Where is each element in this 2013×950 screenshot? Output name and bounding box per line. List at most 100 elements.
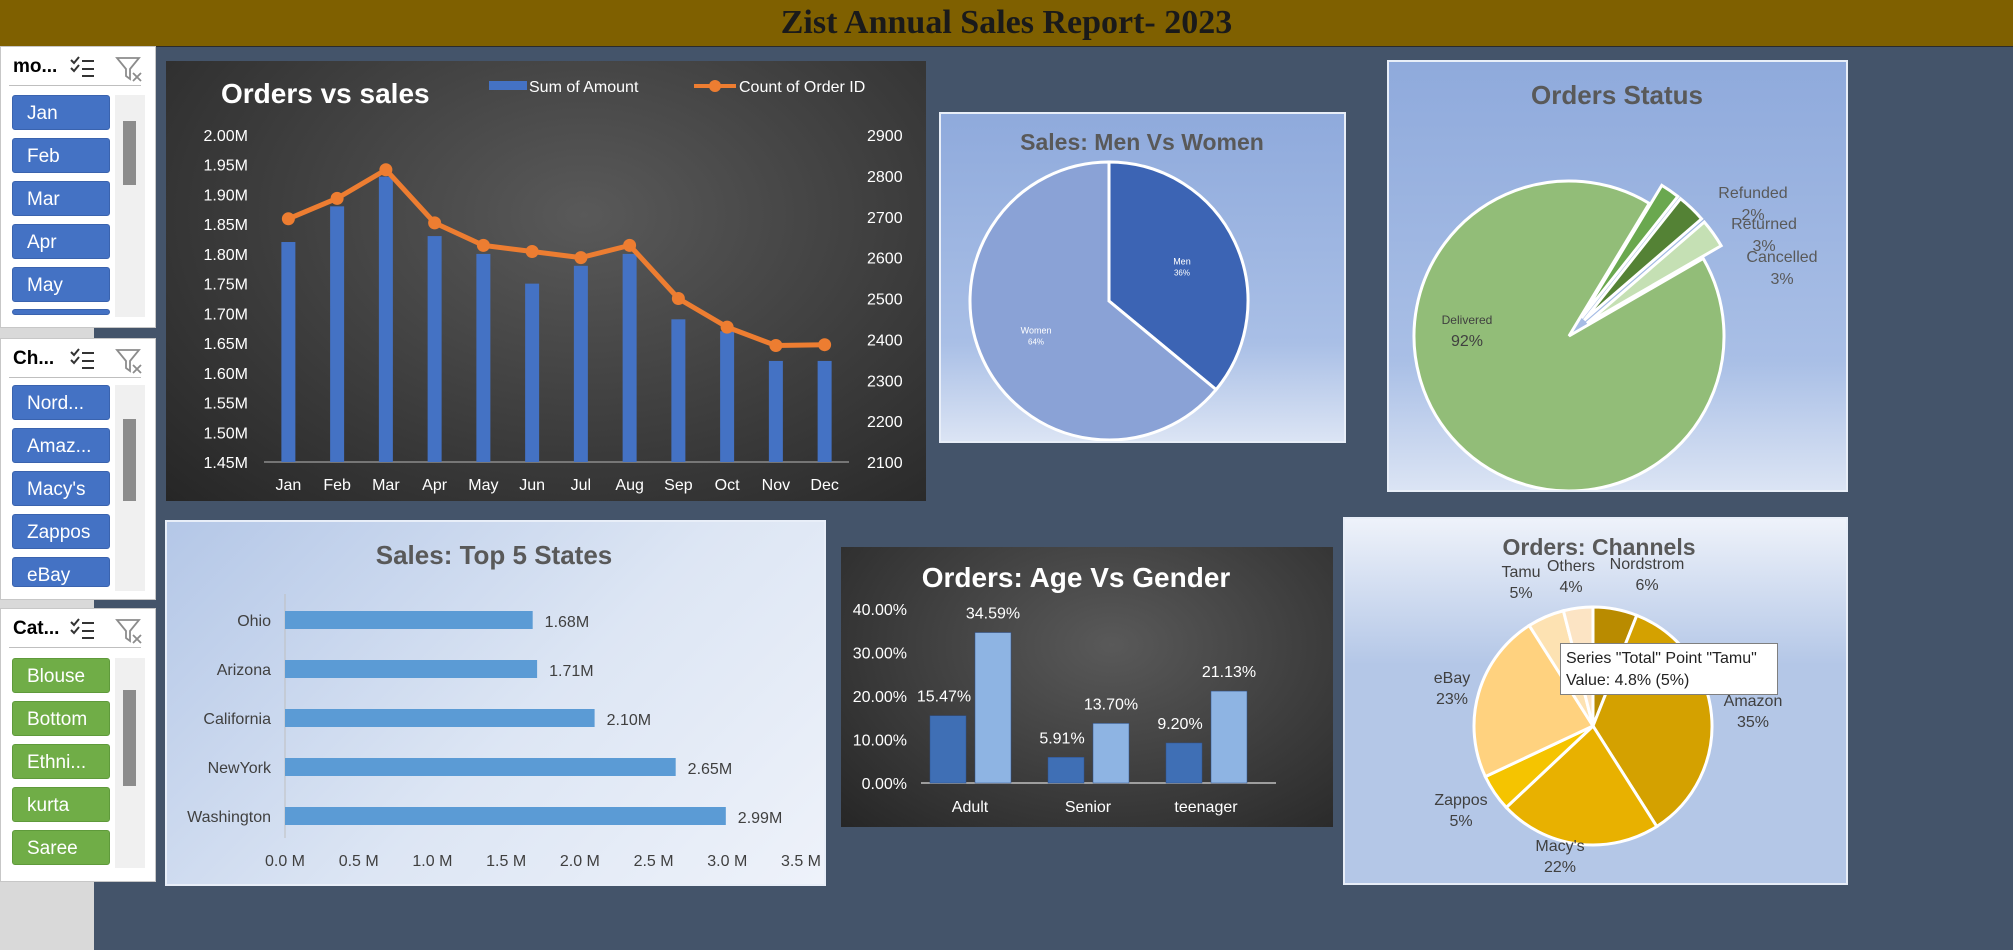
slicer-scrollbar[interactable] <box>115 385 145 591</box>
pie-slice <box>1107 160 1250 392</box>
slicer-item[interactable]: Mar <box>12 181 110 216</box>
point-count-of-order-id <box>623 238 637 252</box>
x-tick: May <box>468 477 498 494</box>
slicer-item-partial[interactable] <box>12 309 110 315</box>
bar <box>285 611 533 629</box>
point-count-of-order-id <box>818 338 832 352</box>
bar <box>285 807 726 825</box>
y-right-tick: 2100 <box>867 455 903 472</box>
bar-value-label: 13.70% <box>1084 696 1138 713</box>
x-tick: Adult <box>952 799 989 816</box>
multi-select-icon[interactable] <box>69 617 95 646</box>
x-tick: Jul <box>571 477 591 494</box>
bar-sum-of-amount <box>622 253 637 462</box>
bar <box>1165 742 1203 784</box>
slice-label: Delivered <box>1442 313 1493 327</box>
line-count-of-order-id <box>287 167 825 349</box>
x-tick: Sep <box>664 477 693 494</box>
x-tick: Dec <box>810 477 838 494</box>
slice-value: 3% <box>1770 271 1793 288</box>
top5-states-chart[interactable]: Sales: Top 5 States Ohio 1.68M Arizona 1.71M… <box>165 520 826 886</box>
orders-channels-chart[interactable]: Orders: Channels Nordstrom 6% Amazon 35% Macy… <box>1343 517 1848 885</box>
slice-label: Macy's <box>1535 838 1584 855</box>
y-left-tick: 1.50M <box>204 425 248 442</box>
pie-slice <box>1472 623 1596 779</box>
y-left-tick: 1.80M <box>204 247 248 264</box>
age-vs-gender-chart[interactable]: Orders: Age Vs Gender 0.00% 10.00% 20.00% 30… <box>841 547 1333 827</box>
slicer-title: Ch... <box>13 348 55 369</box>
bar-value-label: 5.91% <box>1039 730 1084 747</box>
bar-value-label: 2.99M <box>738 810 782 827</box>
slicer-item[interactable]: Apr <box>12 224 110 259</box>
x-tick: 3.0 M <box>707 853 747 870</box>
bar <box>285 709 595 727</box>
multi-select-icon[interactable] <box>69 55 95 84</box>
scrollbar-thumb[interactable] <box>123 419 136 501</box>
slicer-divider <box>9 647 141 648</box>
y-right-tick: 2900 <box>867 128 903 145</box>
slice-value: 6% <box>1635 577 1658 594</box>
y-left-tick: 1.95M <box>204 158 248 175</box>
slicer-title: mo... <box>13 56 58 77</box>
chart-title: Orders: Channels <box>1503 534 1696 560</box>
slicer-header: Cat... <box>11 615 149 644</box>
slicer-scrollbar[interactable] <box>115 658 145 868</box>
pie-slice <box>1583 196 1704 322</box>
multi-select-icon[interactable] <box>69 347 95 376</box>
bar <box>1092 723 1130 784</box>
chart-title: Orders: Age Vs Gender <box>922 562 1231 593</box>
y-tick: California <box>203 711 271 728</box>
slicer-item[interactable]: Ethni... <box>12 744 110 779</box>
tooltip-line1: Series "Total" Point "Tamu" <box>1566 650 1757 667</box>
pie-slice <box>968 160 1219 441</box>
orders-status-chart[interactable]: Orders Status Delivered 92% Refunded 2% Retur… <box>1387 60 1848 492</box>
slicer-item[interactable]: Nord... <box>12 385 110 420</box>
slice-value: 23% <box>1436 691 1468 708</box>
y-left-tick: 2.00M <box>204 128 248 145</box>
slicer-item[interactable]: Amaz... <box>12 428 110 463</box>
slicer-item[interactable]: Feb <box>12 138 110 173</box>
chart-title: Sales: Men Vs Women <box>1020 129 1264 155</box>
x-tick: 0.5 M <box>339 853 379 870</box>
point-count-of-order-id <box>379 163 393 177</box>
point-count-of-order-id <box>574 251 588 265</box>
category-slicer: Cat... Blouse Bottom Ethni... kurta Sare… <box>0 608 156 882</box>
bar <box>974 632 1012 784</box>
bar-value-label: 2.10M <box>607 712 651 729</box>
y-right-tick: 2600 <box>867 251 903 268</box>
slice-value: 5% <box>1509 585 1532 602</box>
slicer-item[interactable]: May <box>12 267 110 302</box>
x-tick: Oct <box>715 477 740 494</box>
bar-value-label: 9.20% <box>1157 716 1202 733</box>
slicer-item[interactable]: Bottom <box>12 701 110 736</box>
slice-value: 5% <box>1449 813 1472 830</box>
y-right-tick: 2800 <box>867 169 903 186</box>
slicer-scrollbar[interactable] <box>115 95 145 317</box>
y-right-tick: 2200 <box>867 414 903 431</box>
slicer-item[interactable]: Zappos <box>12 514 110 549</box>
slicer-item[interactable]: kurta <box>12 787 110 822</box>
y-tick: 0.00% <box>862 776 907 793</box>
point-count-of-order-id <box>720 320 734 334</box>
slicer-item[interactable]: eBay <box>12 557 110 587</box>
scrollbar-thumb[interactable] <box>123 121 136 185</box>
clear-filter-icon[interactable] <box>115 617 145 650</box>
chart-title: Orders vs sales <box>221 78 430 109</box>
slicer-item[interactable]: Blouse <box>12 658 110 693</box>
scrollbar-thumb[interactable] <box>123 690 136 786</box>
y-right-tick: 2500 <box>867 292 903 309</box>
legend-label: Count of Order ID <box>739 79 865 96</box>
slicer-title: Cat... <box>13 618 60 639</box>
x-tick: Senior <box>1065 799 1112 816</box>
orders-vs-sales-chart[interactable]: Orders vs sales Sum of Amount Count of Ord… <box>166 61 926 501</box>
y-left-tick: 1.65M <box>204 336 248 353</box>
clear-filter-icon[interactable] <box>115 347 145 380</box>
slicer-item[interactable]: Jan <box>12 95 110 130</box>
slicer-item[interactable]: Macy's <box>12 471 110 506</box>
point-count-of-order-id <box>671 292 685 305</box>
men-vs-women-chart[interactable]: Sales: Men Vs Women Men 36% Women 64% <box>939 112 1346 443</box>
slice-label: Men <box>1173 257 1191 267</box>
y-left-tick: 1.45M <box>204 455 248 472</box>
clear-filter-icon[interactable] <box>115 55 145 88</box>
slicer-item[interactable]: Saree <box>12 830 110 865</box>
